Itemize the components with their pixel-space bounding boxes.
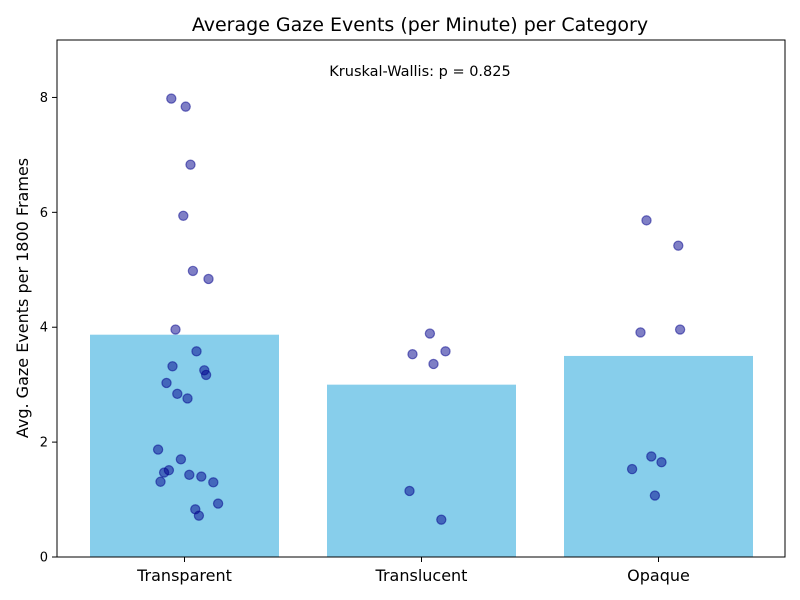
data-point <box>185 159 196 170</box>
data-point <box>175 454 187 465</box>
data-point <box>158 467 170 478</box>
data-point <box>656 457 667 468</box>
data-point <box>193 510 205 521</box>
x-tick-label-transparent: Transparent <box>136 566 232 585</box>
bar-opaque <box>564 355 753 557</box>
data-point <box>161 377 172 389</box>
data-point <box>172 388 183 400</box>
points-group <box>152 93 686 525</box>
data-point <box>674 324 686 335</box>
bar-translucent <box>327 384 516 557</box>
data-point <box>407 349 418 360</box>
bar-transparent <box>90 334 279 557</box>
x-tick-label-opaque: Opaque <box>627 566 690 585</box>
data-point <box>196 471 207 482</box>
y-tick-label: 4 <box>40 321 48 336</box>
data-point <box>191 346 202 357</box>
data-point <box>178 210 189 221</box>
data-point <box>203 273 214 285</box>
stat-annotation: Kruskal-Wallis: p = 0.825 <box>329 64 510 80</box>
data-point <box>641 215 652 226</box>
data-point <box>167 361 178 372</box>
bars-group <box>90 334 753 557</box>
chart-title: Average Gaze Events (per Minute) per Cat… <box>192 14 648 36</box>
y-tick-label: 8 <box>40 91 48 106</box>
data-point <box>155 476 166 487</box>
data-point <box>166 93 177 104</box>
data-point <box>152 444 164 455</box>
data-point <box>208 477 219 488</box>
x-axis: Transparent Translucent Opaque <box>136 557 690 585</box>
data-point <box>170 324 181 335</box>
data-point <box>673 240 684 251</box>
x-tick-label-translucent: Translucent <box>375 566 468 585</box>
y-tick-label: 2 <box>40 436 48 451</box>
data-point <box>436 514 447 525</box>
data-point <box>404 485 415 497</box>
data-point <box>649 490 661 501</box>
y-axis: 0 2 4 6 8 <box>40 91 57 566</box>
data-point <box>200 369 212 381</box>
data-point <box>187 265 199 277</box>
y-axis-label: Avg. Gaze Events per 1800 Frames <box>13 158 32 438</box>
data-point <box>635 327 646 338</box>
data-point <box>424 328 436 339</box>
data-point <box>440 346 451 357</box>
y-tick-label: 6 <box>40 206 48 221</box>
data-point <box>182 393 193 404</box>
data-point <box>180 101 191 112</box>
y-tick-label: 0 <box>40 551 48 566</box>
data-point <box>212 498 224 509</box>
data-point <box>428 358 439 370</box>
data-point <box>184 469 195 481</box>
data-point <box>646 451 657 462</box>
data-point <box>626 463 638 475</box>
